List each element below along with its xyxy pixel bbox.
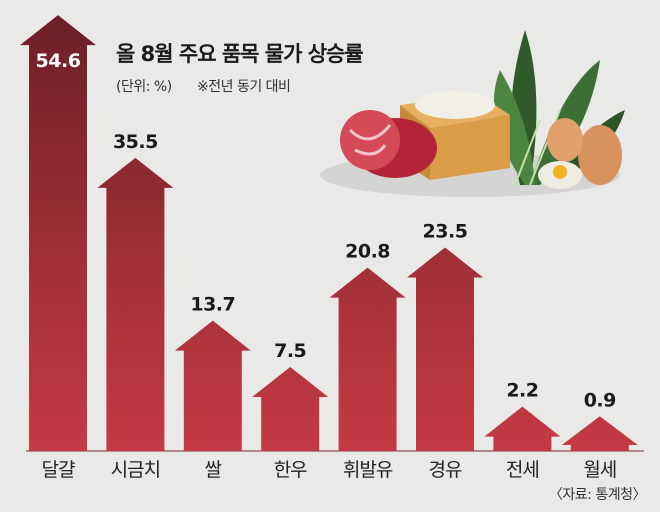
value-label: 7.5 — [274, 340, 306, 362]
value-label: 54.6 — [36, 50, 81, 72]
bar-arrow — [20, 15, 96, 451]
value-label: 35.5 — [113, 131, 158, 153]
category-label: 월세 — [583, 459, 616, 481]
value-label: 13.7 — [190, 294, 235, 316]
category-label: 휘발유 — [343, 459, 393, 481]
category-label: 한우 — [274, 459, 307, 481]
category-label: 전세 — [506, 459, 539, 481]
value-label: 20.8 — [345, 241, 390, 263]
chart-title: 올 8월 주요 품목 물가 상승률 — [116, 42, 364, 66]
bar-arrow — [174, 320, 251, 451]
value-label: 23.5 — [423, 220, 468, 242]
bar-arrow — [484, 406, 561, 451]
bar-arrow — [252, 366, 329, 451]
category-label: 쌀 — [205, 459, 222, 481]
unit-label: (단위: %) — [116, 79, 172, 95]
bar-arrow — [407, 247, 483, 451]
value-label: 0.9 — [584, 389, 616, 411]
comparison-note: ※전년 동기 대비 — [197, 79, 291, 95]
category-label: 시금치 — [111, 459, 160, 481]
egg-illustration — [538, 118, 622, 189]
source-label: 〈자료: 통계청〉 — [548, 487, 647, 503]
bar-arrow — [97, 157, 174, 451]
bar-arrow — [561, 416, 638, 451]
bar-arrow — [329, 267, 406, 451]
beef-illustration — [340, 110, 437, 178]
category-label: 경유 — [429, 459, 462, 481]
value-label: 2.2 — [506, 380, 538, 402]
category-label: 달걀 — [42, 459, 75, 481]
